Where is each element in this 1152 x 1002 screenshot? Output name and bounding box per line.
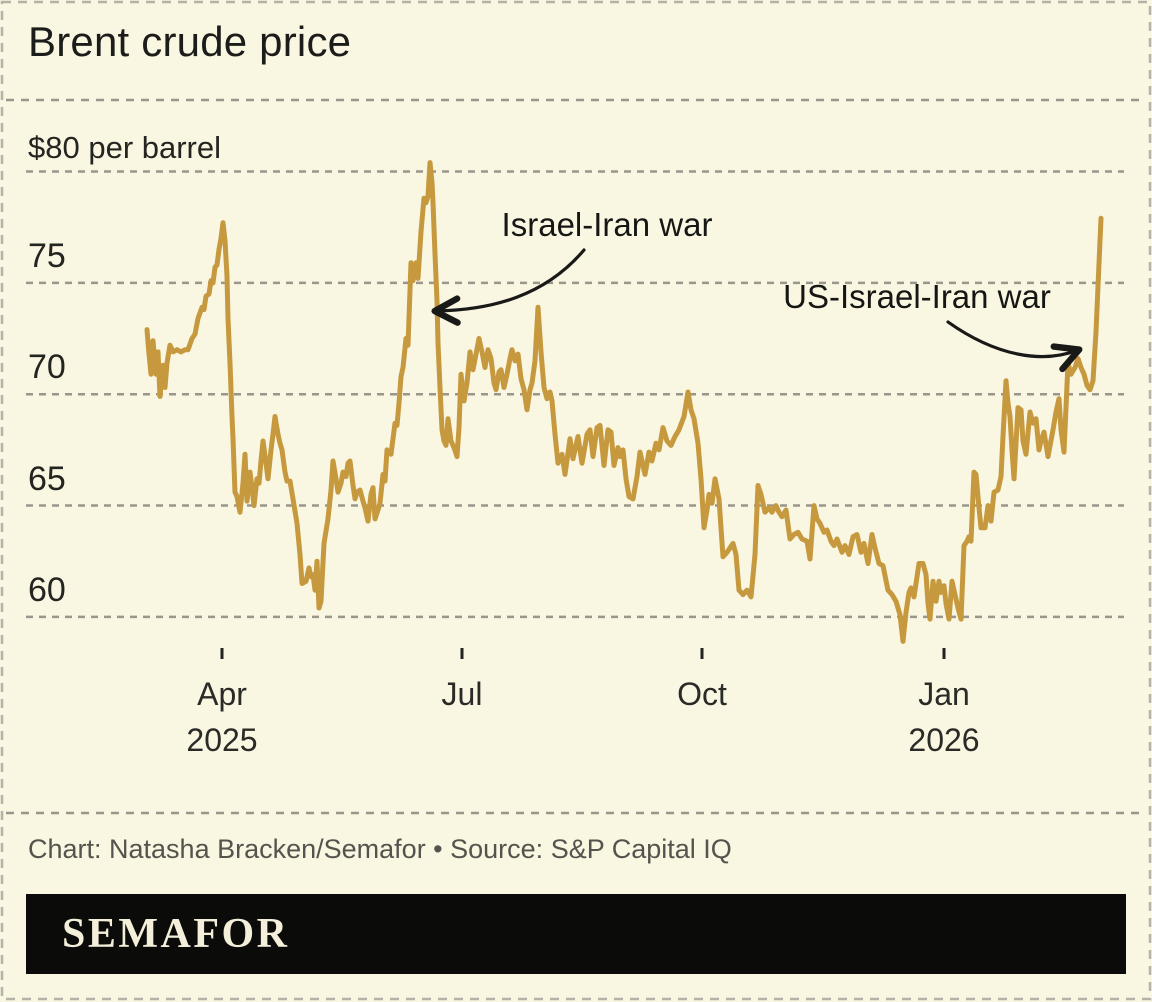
y-axis-label-60: 60 bbox=[28, 570, 66, 609]
annotation-arrows bbox=[431, 248, 1083, 373]
y-axis-label-70: 70 bbox=[28, 348, 66, 387]
x-axis-label-Apr: Apr bbox=[197, 676, 247, 712]
x-axis-year-2026: 2026 bbox=[908, 722, 980, 758]
annotation-israel-iran-war: Israel-Iran war bbox=[501, 206, 713, 243]
x-axis-year-2025: 2025 bbox=[186, 722, 258, 758]
annotation-arrow-0 bbox=[431, 248, 586, 326]
x-axis-ticks bbox=[220, 648, 946, 659]
semafor-logo: SEMAFOR bbox=[62, 911, 290, 957]
chart-credit: Chart: Natasha Bracken/Semafor • Source:… bbox=[28, 834, 732, 864]
annotation-arrow-1 bbox=[946, 320, 1083, 373]
annotation-us-israel-iran-war: US-Israel-Iran war bbox=[783, 278, 1051, 315]
x-axis-label-Jan: Jan bbox=[918, 676, 970, 712]
x-axis-label-Oct: Oct bbox=[677, 676, 727, 712]
y-axis-label-65: 65 bbox=[28, 459, 66, 498]
y-axis-label-75: 75 bbox=[28, 236, 66, 275]
price-line-series bbox=[144, 160, 1104, 644]
semafor-logo-bar: SEMAFOR bbox=[26, 894, 1126, 974]
y-axis-label-80: $80 per barrel bbox=[28, 129, 222, 165]
page-title: Brent crude price bbox=[28, 18, 352, 65]
x-axis-label-Jul: Jul bbox=[441, 676, 483, 712]
